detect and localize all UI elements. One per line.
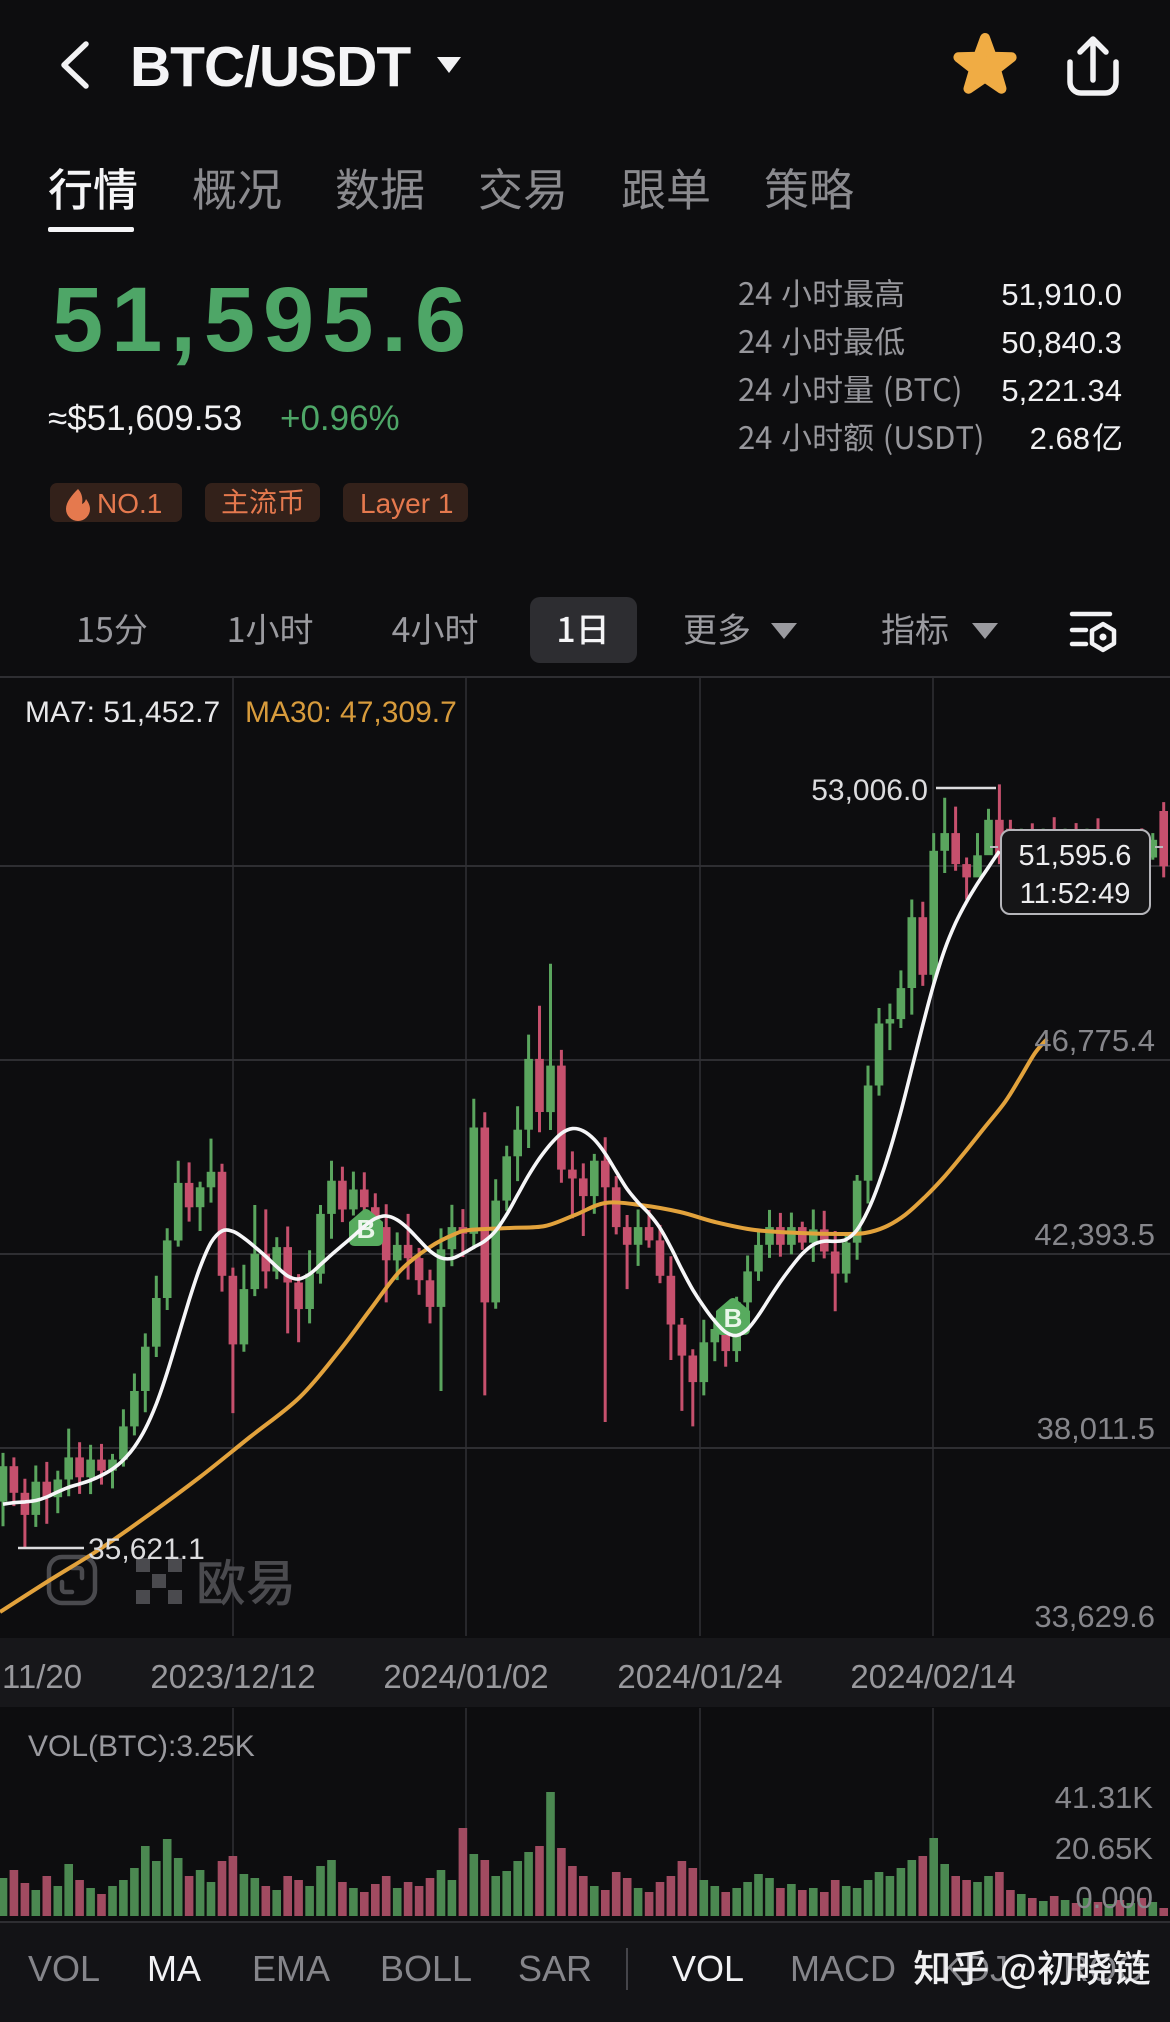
svg-text:2024/01/02: 2024/01/02 — [383, 1658, 548, 1695]
svg-text:50,840.3: 50,840.3 — [1001, 325, 1122, 360]
svg-text:≈$51,609.53: ≈$51,609.53 — [48, 399, 242, 438]
svg-text:11/20: 11/20 — [2, 1658, 82, 1695]
svg-text:+0.96%: +0.96% — [280, 399, 400, 438]
svg-text:BOLL: BOLL — [380, 1948, 472, 1989]
svg-text:20.65K: 20.65K — [1055, 1831, 1154, 1866]
svg-text:VOL(BTC):3.25K: VOL(BTC):3.25K — [28, 1730, 255, 1763]
svg-text:38,011.5: 38,011.5 — [1037, 1411, 1155, 1446]
svg-text:11:52:49: 11:52:49 — [1020, 878, 1131, 910]
svg-text:2024/02/14: 2024/02/14 — [850, 1658, 1015, 1695]
svg-text:35,621.1: 35,621.1 — [88, 1533, 205, 1566]
svg-text:MACD: MACD — [790, 1948, 896, 1989]
svg-text:46,775.4: 46,775.4 — [1034, 1023, 1155, 1058]
svg-text:33,629.6: 33,629.6 — [1034, 1599, 1155, 1634]
svg-text:41.31K: 41.31K — [1055, 1780, 1154, 1815]
svg-text:51,595.6: 51,595.6 — [52, 269, 474, 371]
svg-text:MA7: 51,452.7: MA7: 51,452.7 — [25, 696, 220, 729]
svg-text:0.000: 0.000 — [1075, 1880, 1153, 1915]
svg-text:BTC/USDT: BTC/USDT — [130, 35, 411, 99]
svg-text:2.68: 2.68 — [1030, 421, 1090, 456]
svg-text:51,910.0: 51,910.0 — [1001, 277, 1122, 312]
svg-text:42,393.5: 42,393.5 — [1034, 1217, 1155, 1252]
svg-text:VOL: VOL — [28, 1948, 100, 1989]
svg-text:SAR: SAR — [518, 1948, 592, 1989]
svg-text:MA: MA — [147, 1948, 201, 1989]
svg-text:5,221.34: 5,221.34 — [1001, 373, 1122, 408]
svg-text:B: B — [724, 1303, 743, 1333]
svg-text:51,595.6: 51,595.6 — [1019, 840, 1132, 872]
svg-text:2024/01/24: 2024/01/24 — [617, 1658, 782, 1695]
svg-text:NO.1: NO.1 — [97, 488, 162, 519]
svg-text:2023/12/12: 2023/12/12 — [150, 1658, 315, 1695]
svg-text:53,006.0: 53,006.0 — [811, 774, 928, 807]
svg-text:MA30: 47,309.7: MA30: 47,309.7 — [245, 696, 457, 729]
svg-text:VOL: VOL — [672, 1948, 744, 1989]
svg-text:EMA: EMA — [252, 1948, 330, 1989]
svg-text:Layer 1: Layer 1 — [360, 488, 453, 519]
